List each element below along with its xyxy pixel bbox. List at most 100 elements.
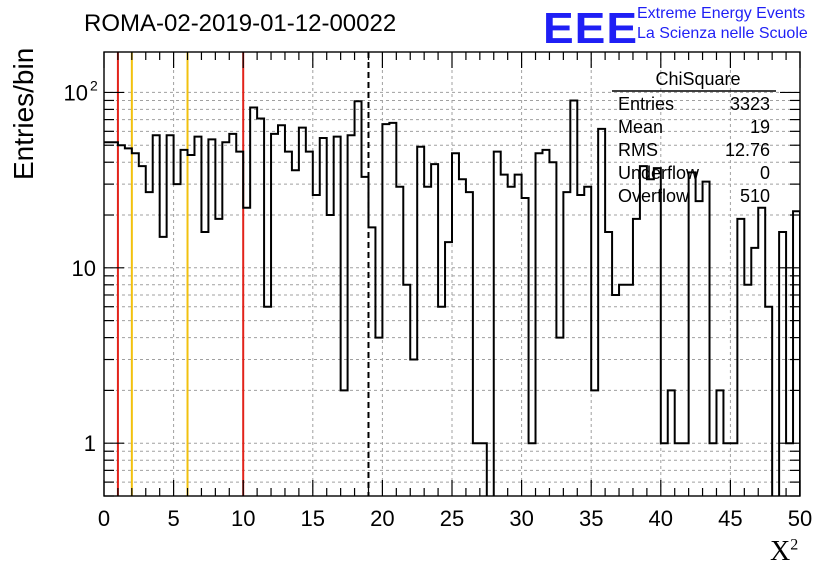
histogram-bin: [654, 168, 661, 496]
histogram-bin: [236, 152, 243, 496]
histogram-bin: [375, 338, 382, 496]
histogram-bin: [452, 153, 459, 496]
histogram-bin: [542, 150, 549, 496]
histogram-bin: [703, 182, 710, 496]
histogram-bin: [556, 338, 563, 496]
stats-row-label: RMS: [618, 140, 658, 160]
stats-row-label: Mean: [618, 117, 663, 137]
histogram-bin: [737, 219, 744, 496]
histogram-bin: [327, 215, 334, 496]
histogram-bin: [285, 152, 292, 496]
histogram-bin: [355, 101, 362, 496]
histogram-bin: [229, 134, 236, 496]
stats-row-value: 19: [750, 117, 770, 137]
histogram-bin: [570, 100, 577, 496]
stats-row-label: Entries: [618, 94, 674, 114]
marker-lines: [116, 52, 370, 496]
histogram-bin: [278, 125, 285, 496]
histogram-bin: [194, 137, 201, 496]
stats-row-value: 3323: [730, 94, 770, 114]
histogram-bin: [584, 187, 591, 496]
histogram-bars: [104, 99, 800, 496]
y-tick-label-exponent: 2: [90, 77, 98, 93]
histogram-bin: [640, 166, 647, 496]
x-tick-label: 30: [509, 506, 533, 531]
histogram-bin: [292, 170, 299, 496]
x-axis-label-base: X: [770, 536, 791, 567]
logo-line-2: La Scienza nelle Scuole: [637, 25, 808, 42]
histogram-bin: [146, 192, 153, 496]
histogram-bin: [257, 119, 264, 496]
x-tick-label: 45: [718, 506, 742, 531]
histogram-bin: [501, 175, 508, 496]
histogram-bin: [445, 242, 452, 496]
y-tick-label: 1: [84, 431, 96, 456]
histogram-line: [104, 99, 800, 496]
histogram-bin: [466, 192, 473, 496]
histogram-bin: [348, 135, 355, 496]
histogram-bin: [208, 139, 215, 496]
histogram-bin: [696, 201, 703, 496]
x-tick-label: 25: [440, 506, 464, 531]
histogram-bin: [536, 153, 543, 496]
histogram-bin: [633, 219, 640, 496]
histogram-bin: [125, 148, 132, 496]
eee-logo-text: Extreme Energy Events La Scienza nelle S…: [637, 4, 808, 44]
x-tick-label: 35: [579, 506, 603, 531]
histogram-bin: [320, 138, 327, 496]
x-tick-label: 0: [98, 506, 110, 531]
histogram-bin: [605, 232, 612, 496]
histogram-bin: [153, 135, 160, 496]
histogram-bin: [758, 208, 765, 496]
histogram-bin: [334, 137, 341, 496]
stats-row-value: 510: [740, 186, 770, 206]
x-axis-label-superscript: 2: [790, 536, 799, 554]
histogram-bin: [243, 208, 250, 496]
histogram-bin: [181, 150, 188, 496]
histogram-bin: [396, 187, 403, 496]
histogram-bin: [438, 307, 445, 496]
x-axis-label: X2: [770, 536, 798, 568]
histogram-bin: [250, 108, 257, 496]
y-tick-label: 10: [64, 80, 88, 105]
histogram-bin: [167, 135, 174, 496]
histogram-bin: [612, 295, 619, 496]
stats-row-value: 12.76: [725, 140, 770, 160]
stats-row-value: 0: [760, 163, 770, 183]
histogram-bin: [264, 307, 271, 496]
histogram-bin: [132, 153, 139, 496]
stats-row-label: Overflow: [618, 186, 690, 206]
histogram-bin: [515, 175, 522, 496]
histogram-bin: [201, 232, 208, 496]
histogram-bin: [389, 123, 396, 496]
histogram-bin: [779, 232, 786, 496]
histogram-bin: [431, 164, 438, 496]
histogram-bin: [424, 187, 431, 496]
x-tick-label: 50: [788, 506, 812, 531]
histogram-bin: [494, 152, 501, 496]
histogram-bin: [549, 162, 556, 496]
stats-box: ChiSquare Entries 3323 Mean 19 RMS 12.76 Underf…: [612, 69, 776, 206]
histogram-bin: [306, 152, 313, 496]
stats-box-title: ChiSquare: [655, 69, 740, 89]
histogram-bin: [299, 128, 306, 496]
histogram-bin: [362, 177, 369, 496]
x-tick-label: 10: [231, 506, 255, 531]
stats-row-label: Underflow: [618, 163, 700, 183]
eee-logo: EEE: [543, 2, 639, 53]
histogram-bin: [139, 166, 146, 496]
chart-title: ROMA-02-2019-01-12-00022: [84, 10, 397, 37]
histogram-bin: [793, 211, 800, 496]
histogram-bin: [174, 184, 181, 496]
histogram-bin: [508, 187, 515, 496]
histogram-bin: [765, 307, 772, 496]
axis-ticks: [103, 52, 801, 497]
grid-lines: [104, 52, 800, 497]
histogram-bin: [271, 134, 278, 496]
x-tick-label: 5: [167, 506, 179, 531]
x-tick-label: 20: [370, 506, 394, 531]
histogram-bin: [382, 124, 389, 496]
